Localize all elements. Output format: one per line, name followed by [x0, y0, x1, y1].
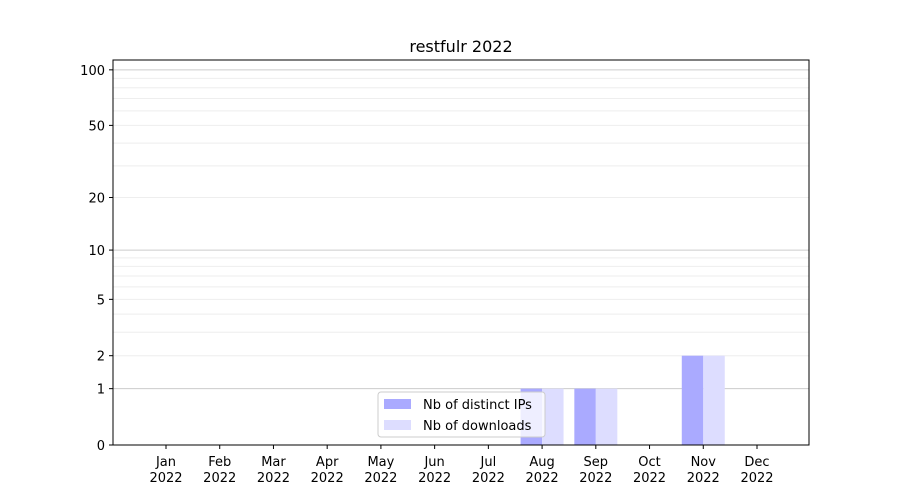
y-tick-label: 0 [97, 439, 105, 454]
x-tick-label: Jul 2022 [472, 455, 505, 486]
grid [113, 69, 809, 390]
x-tick-label: May 2022 [364, 455, 397, 486]
bar-distinct-ips [574, 388, 596, 445]
x-tick-label: Sep 2022 [579, 455, 612, 486]
legend-label-downloads: Nb of downloads [423, 419, 532, 434]
y-tick-label: 5 [97, 293, 105, 308]
y-axis: 0 1 2 5 10 20 50 100 [80, 64, 113, 454]
x-tick-label: Jun 2022 [418, 455, 451, 486]
x-tick-label: Dec 2022 [740, 455, 773, 486]
bars [520, 355, 725, 445]
plot-frame [112, 59, 810, 446]
bar-distinct-ips [681, 355, 704, 445]
bar-downloads [703, 355, 725, 445]
y-tick-label: 50 [88, 119, 105, 134]
x-tick-label: Nov 2022 [687, 455, 720, 486]
x-axis: Jan 2022 Feb 2022 Mar 2022 Apr 2022 May 2022 Jun 20… [149, 445, 774, 486]
legend-box [377, 391, 546, 438]
x-tick-label: Oct 2022 [633, 455, 666, 486]
x-tick-label: Apr 2022 [311, 455, 344, 486]
y-tick-label: 10 [88, 244, 105, 259]
x-tick-label: Aug 2022 [526, 455, 559, 486]
bar-downloads [595, 388, 618, 445]
bar-downloads [542, 388, 564, 445]
y-tick-label: 1 [97, 383, 105, 398]
x-tick-label: Jan 2022 [149, 455, 182, 486]
legend: Nb of distinct IPs Nb of downloads [377, 391, 546, 438]
x-tick-label: Feb 2022 [203, 455, 236, 486]
y-tick-label: 20 [88, 192, 105, 207]
x-tick-label: Mar 2022 [257, 455, 290, 486]
legend-swatch-ips [384, 399, 411, 409]
legend-swatch-downloads [384, 420, 411, 430]
chart-title: restfulr 2022 [409, 37, 512, 56]
y-tick-label: 100 [80, 64, 105, 79]
legend-label-ips: Nb of distinct IPs [423, 398, 532, 413]
y-tick-label: 2 [97, 350, 105, 365]
